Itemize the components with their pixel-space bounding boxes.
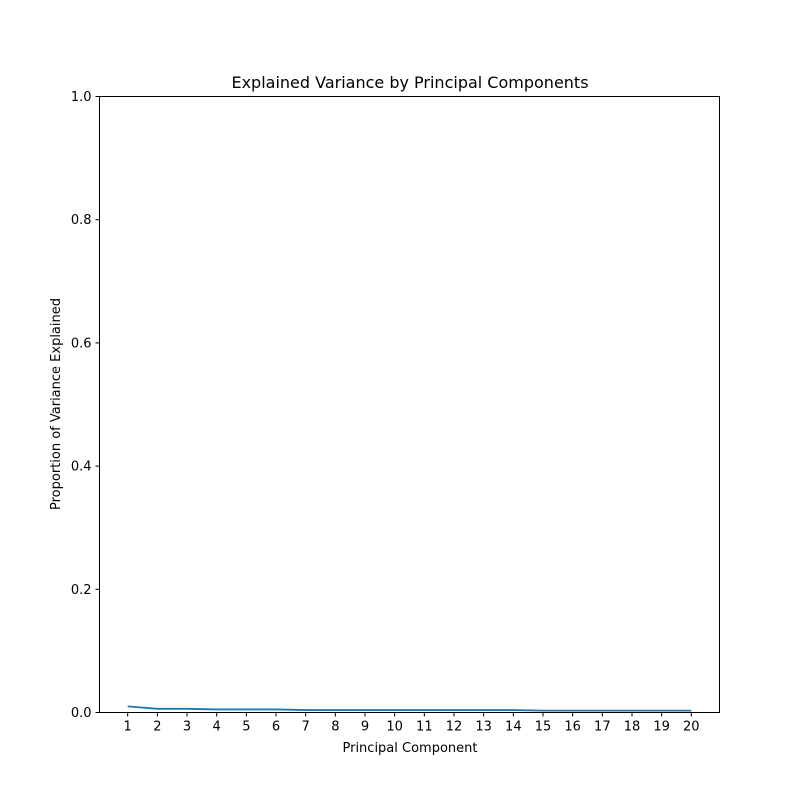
x-tick-label: 13 bbox=[475, 720, 492, 735]
x-tick-label: 10 bbox=[386, 720, 403, 735]
x-tick-label: 3 bbox=[183, 720, 191, 735]
y-tick-label: 0.6 bbox=[71, 336, 92, 351]
x-tick-label: 9 bbox=[361, 720, 369, 735]
y-axis-ticks: 0.0 0.2 0.4 0.6 0.8 1.0 bbox=[71, 90, 100, 721]
y-tick-label: 0.2 bbox=[71, 583, 92, 598]
y-tick-label: 1.0 bbox=[71, 90, 92, 105]
x-tick-label: 16 bbox=[564, 720, 581, 735]
x-tick-label: 6 bbox=[272, 720, 280, 735]
x-tick-label: 12 bbox=[446, 720, 463, 735]
x-tick-label: 1 bbox=[124, 720, 132, 735]
y-tick-label: 0.4 bbox=[71, 460, 92, 475]
x-tick-label: 8 bbox=[331, 720, 339, 735]
y-axis-label: Proportion of Variance Explained bbox=[49, 298, 64, 510]
x-tick-label: 20 bbox=[683, 720, 700, 735]
chart-title: Explained Variance by Principal Componen… bbox=[231, 73, 588, 92]
x-tick-label: 5 bbox=[242, 720, 250, 735]
x-tick-label: 17 bbox=[594, 720, 611, 735]
axes-frame bbox=[99, 96, 720, 713]
series-line-0 bbox=[127, 705, 692, 712]
y-tick-label: 0.0 bbox=[71, 706, 92, 721]
x-tick-label: 7 bbox=[302, 720, 310, 735]
x-tick-label: 4 bbox=[213, 720, 221, 735]
x-tick-label: 19 bbox=[653, 720, 670, 735]
x-axis-label: Principal Component bbox=[342, 741, 477, 756]
x-tick-label: 11 bbox=[416, 720, 433, 735]
x-tick-label: 15 bbox=[535, 720, 552, 735]
x-axis-ticks: 1 2 3 4 5 6 7 8 9 10 11 12 13 14 15 16 17 18 19 20 bbox=[124, 712, 700, 735]
x-tick-label: 18 bbox=[624, 720, 641, 735]
x-tick-label: 2 bbox=[153, 720, 161, 735]
x-tick-label: 14 bbox=[505, 720, 522, 735]
y-tick-label: 0.8 bbox=[71, 213, 92, 228]
plot-area bbox=[127, 705, 692, 712]
